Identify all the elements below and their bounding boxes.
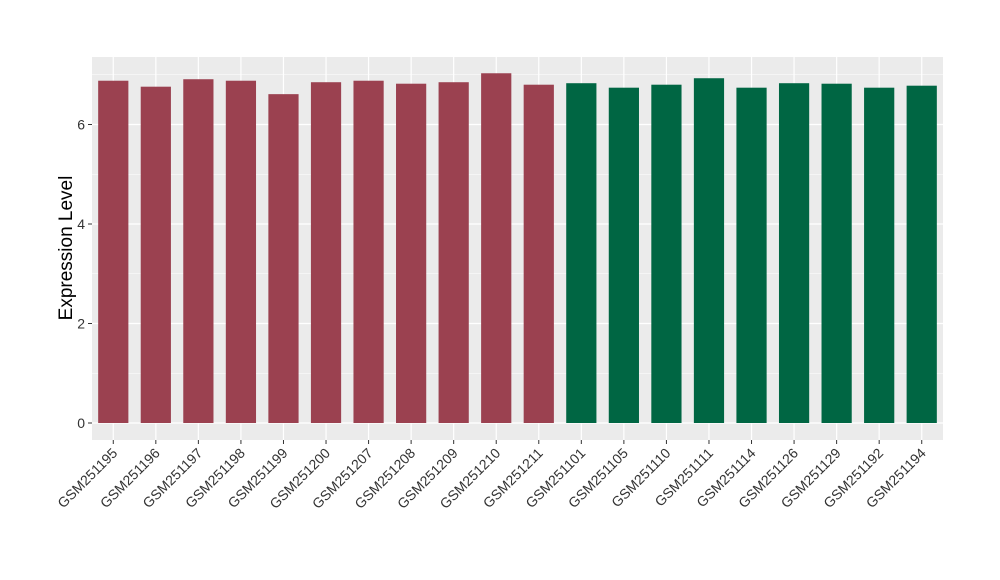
bar-GSM251194 [906,85,937,423]
bar-GSM251101 [566,83,597,424]
bars [98,73,937,424]
y-tick-label: 2 [77,316,85,332]
bar-GSM251211 [523,84,554,423]
bar-GSM251207 [353,80,384,423]
bar-GSM251199 [268,94,299,423]
bar-GSM251192 [864,87,895,423]
y-tick-label: 0 [77,415,85,431]
bar-GSM251200 [310,82,342,424]
y-axis-ticks: 0 2 4 6 [77,117,92,431]
bar-GSM251209 [438,82,469,424]
y-tick-label: 6 [77,117,85,133]
bar-GSM251208 [396,83,427,423]
bar-GSM251196 [140,86,171,423]
bar-GSM251110 [651,84,682,423]
bar-GSM251195 [98,80,129,423]
bar-GSM251129 [821,83,852,423]
x-axis-ticks: GSM251195GSM251196GSM251197GSM251198GSM2… [54,440,929,512]
bar-GSM251210 [481,73,512,423]
bar-GSM251126 [778,83,810,424]
y-axis-title: Expression Level [56,176,77,321]
y-tick-label: 4 [77,216,85,232]
plot-panel [92,57,943,440]
bar-GSM251198 [225,80,257,423]
bar-GSM251114 [736,87,767,423]
bar-GSM251105 [608,87,639,423]
bar-GSM251111 [693,78,725,424]
bar-GSM251197 [183,79,214,423]
